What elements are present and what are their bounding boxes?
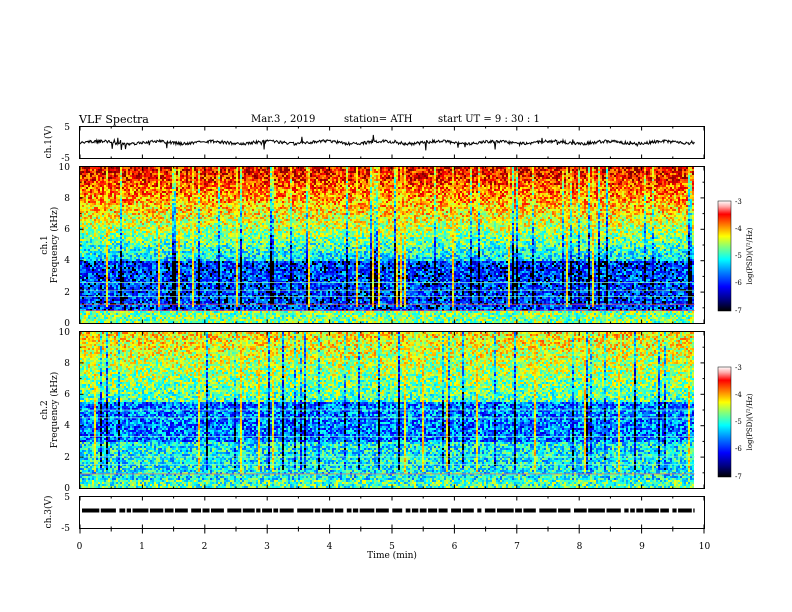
cb2-tick-neg5: -5 [735, 418, 742, 426]
spec1-ylabel-channel: ch.1 [40, 235, 50, 254]
ch1-waveform-line [80, 135, 695, 151]
ch1-spectrogram [80, 167, 695, 323]
cb1-tick-neg3: -3 [735, 198, 742, 206]
xtick-8: 8 [577, 542, 583, 552]
cb2-tick-neg3: -3 [735, 364, 742, 372]
spec1-ytick-8: 8 [64, 194, 70, 204]
xtick-4: 4 [327, 542, 333, 552]
spec2-ytick-2: 2 [64, 453, 70, 463]
ch3-waveform-line [82, 509, 695, 513]
cb1-tick-neg6: -6 [735, 279, 742, 287]
xtick-2: 2 [202, 542, 208, 552]
spec2-ytick-4: 4 [64, 421, 70, 431]
spec1-ytick-2: 2 [64, 288, 70, 298]
spec2-ylabel-frequency: Frequency (kHz) [49, 372, 60, 449]
ch1-ylabel: ch.1(V) [43, 126, 54, 159]
xtick-3: 3 [264, 542, 270, 552]
ch2-colorbar [718, 367, 731, 477]
spec1-ytick-6: 6 [64, 225, 70, 235]
spec2-ytick-10: 10 [59, 328, 71, 338]
spec2-ylabel-channel: ch.2 [40, 400, 50, 419]
xtick-10: 10 [699, 542, 711, 552]
ch1-colorbar [718, 201, 731, 311]
ch2-spectrogram [80, 332, 695, 488]
spec2-ytick-8: 8 [64, 359, 70, 369]
cb2-tick-neg6: -6 [735, 445, 742, 453]
xtick-1: 1 [139, 542, 145, 552]
x-axis-label: Time (min) [367, 550, 417, 561]
xtick-6: 6 [452, 542, 458, 552]
spec1-ytick-4: 4 [64, 256, 70, 266]
spec1-ytick-10: 10 [59, 163, 71, 173]
cb1-tick-neg5: -5 [735, 252, 742, 260]
ch1-ytick-5: 5 [64, 123, 70, 133]
cb1-tick-neg4: -4 [735, 225, 742, 233]
xtick-0: 0 [77, 542, 83, 552]
ch3-ylabel: ch.3(V) [43, 496, 54, 529]
cb2-label: log(PSD)(V²/Hz) [746, 393, 754, 450]
ch3-ytick-neg5: -5 [61, 524, 70, 534]
cb2-tick-neg4: -4 [735, 391, 742, 399]
cb2-tick-neg7: -7 [735, 473, 742, 481]
spec1-ylabel-frequency: Frequency (kHz) [49, 207, 60, 284]
spec2-ytick-6: 6 [64, 390, 70, 400]
cb1-tick-neg7: -7 [735, 307, 742, 315]
xtick-7: 7 [514, 542, 520, 552]
cb1-label: log(PSD)(V²/Hz) [746, 227, 754, 284]
xtick-9: 9 [639, 542, 645, 552]
ch3-ytick-5: 5 [64, 493, 70, 503]
